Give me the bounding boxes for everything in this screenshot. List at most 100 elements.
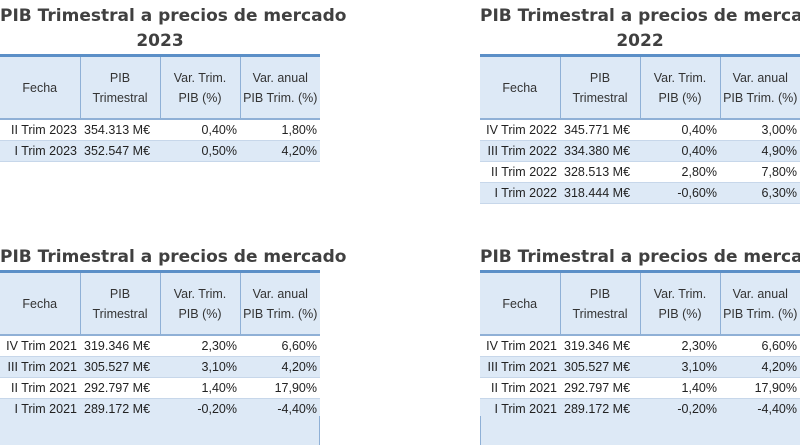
header-var-trim: Var. Trim. PIB (%)	[640, 273, 721, 336]
table-top-border	[480, 270, 800, 273]
cell-pib: 292.797 M€	[80, 377, 160, 399]
cell-var-anual: 7,80%	[720, 161, 800, 183]
table-title: PIB Trimestral a precios de mercado 2023	[0, 4, 347, 54]
gdp-table-2022: PIB Trimestral a precios de mercado 2022…	[480, 4, 800, 204]
table-left-edge	[480, 416, 481, 445]
table-title: PIB Trimestral a precios de mercado	[0, 245, 347, 270]
data-table: Fecha PIB Trimestral Var. Trim. PIB (%) …	[480, 57, 800, 204]
table-title-line: PIB Trimestral a precios de mercado	[0, 247, 347, 267]
header-var-trim: Var. Trim. PIB (%)	[160, 57, 241, 120]
cell-var-trim: 0,40%	[640, 140, 720, 162]
table-row: III Trim 2021 305.527 M€ 3,10% 4,20%	[0, 356, 320, 378]
cell-var-anual: 6,30%	[720, 182, 800, 204]
data-table: Fecha PIB Trimestral Var. Trim. PIB (%) …	[0, 57, 320, 162]
cell-var-trim: 0,40%	[640, 119, 720, 141]
gdp-table-2021-left: PIB Trimestral a precios de mercado Fech…	[0, 245, 347, 420]
table-row: IV Trim 2021 319.346 M€ 2,30% 6,60%	[0, 335, 320, 357]
cell-fecha: II Trim 2023	[0, 119, 80, 141]
table-title: PIB Trimestral a precios de mercado	[480, 245, 800, 270]
cell-var-trim: 1,40%	[160, 377, 240, 399]
header-fecha: Fecha	[480, 57, 561, 120]
header-fecha: Fecha	[0, 273, 81, 336]
header-pib: PIB Trimestral	[80, 57, 161, 120]
cell-var-trim: 1,40%	[640, 377, 720, 399]
cell-pib: 289.172 M€	[560, 398, 640, 420]
cell-fecha: I Trim 2021	[0, 398, 80, 420]
data-table: Fecha PIB Trimestral Var. Trim. PIB (%) …	[0, 273, 320, 420]
table-title: PIB Trimestral a precios de mercado 2022	[480, 4, 800, 54]
table-year: 2022	[616, 31, 664, 51]
cell-var-anual: 17,90%	[720, 377, 800, 399]
data-table: Fecha PIB Trimestral Var. Trim. PIB (%) …	[480, 273, 800, 420]
table-empty-area	[480, 416, 800, 445]
cell-var-trim: 0,40%	[160, 119, 240, 141]
gdp-table-2023: PIB Trimestral a precios de mercado 2023…	[0, 4, 347, 162]
cell-fecha: IV Trim 2021	[480, 335, 560, 357]
table-top-border	[0, 270, 320, 273]
cell-fecha: IV Trim 2022	[480, 119, 560, 141]
cell-var-anual: 4,90%	[720, 140, 800, 162]
cell-var-anual: 6,60%	[240, 335, 320, 357]
gdp-table-2021-right: PIB Trimestral a precios de mercado Fech…	[480, 245, 800, 420]
cell-fecha: III Trim 2021	[0, 356, 80, 378]
header-fecha: Fecha	[480, 273, 561, 336]
table-title-line: PIB Trimestral a precios de mercado	[480, 6, 800, 26]
cell-pib: 318.444 M€	[560, 182, 640, 204]
cell-fecha: II Trim 2021	[480, 377, 560, 399]
cell-var-anual: 4,20%	[240, 140, 320, 162]
table-row: II Trim 2021 292.797 M€ 1,40% 17,90%	[480, 377, 800, 399]
cell-var-trim: -0,60%	[640, 182, 720, 204]
header-var-trim: Var. Trim. PIB (%)	[160, 273, 241, 336]
cell-pib: 319.346 M€	[560, 335, 640, 357]
cell-fecha: III Trim 2022	[480, 140, 560, 162]
header-var-anual: Var. anual PIB Trim. (%)	[720, 57, 800, 120]
cell-fecha: II Trim 2022	[480, 161, 560, 183]
cell-pib: 334.380 M€	[560, 140, 640, 162]
header-pib: PIB Trimestral	[80, 273, 161, 336]
cell-var-anual: -4,40%	[240, 398, 320, 420]
table-row: I Trim 2023 352.547 M€ 0,50% 4,20%	[0, 140, 320, 162]
table-row: IV Trim 2022 345.771 M€ 0,40% 3,00%	[480, 119, 800, 141]
table-title-line: PIB Trimestral a precios de mercado	[0, 6, 347, 26]
cell-fecha: I Trim 2022	[480, 182, 560, 204]
cell-pib: 292.797 M€	[560, 377, 640, 399]
cell-pib: 354.313 M€	[80, 119, 160, 141]
header-row: Fecha PIB Trimestral Var. Trim. PIB (%) …	[480, 57, 800, 120]
cell-pib: 328.513 M€	[560, 161, 640, 183]
table-empty-area	[0, 416, 320, 445]
table-row: III Trim 2021 305.527 M€ 3,10% 4,20%	[480, 356, 800, 378]
table-top-border	[480, 54, 800, 57]
header-var-anual: Var. anual PIB Trim. (%)	[240, 273, 320, 336]
table-row: I Trim 2022 318.444 M€ -0,60% 6,30%	[480, 182, 800, 204]
table-right-edge	[319, 416, 320, 445]
cell-var-anual: 17,90%	[240, 377, 320, 399]
header-fecha: Fecha	[0, 57, 81, 120]
cell-var-anual: 6,60%	[720, 335, 800, 357]
cell-fecha: II Trim 2021	[0, 377, 80, 399]
cell-fecha: I Trim 2023	[0, 140, 80, 162]
cell-var-anual: 4,20%	[720, 356, 800, 378]
cell-var-trim: 0,50%	[160, 140, 240, 162]
table-row: II Trim 2023 354.313 M€ 0,40% 1,80%	[0, 119, 320, 141]
cell-pib: 305.527 M€	[560, 356, 640, 378]
header-var-anual: Var. anual PIB Trim. (%)	[240, 57, 320, 120]
table-row: III Trim 2022 334.380 M€ 0,40% 4,90%	[480, 140, 800, 162]
cell-var-trim: 2,30%	[160, 335, 240, 357]
cell-fecha: III Trim 2021	[480, 356, 560, 378]
cell-var-trim: 2,30%	[640, 335, 720, 357]
table-row: II Trim 2021 292.797 M€ 1,40% 17,90%	[0, 377, 320, 399]
header-row: Fecha PIB Trimestral Var. Trim. PIB (%) …	[0, 57, 320, 120]
cell-pib: 289.172 M€	[80, 398, 160, 420]
cell-var-trim: 3,10%	[640, 356, 720, 378]
cell-pib: 352.547 M€	[80, 140, 160, 162]
header-row: Fecha PIB Trimestral Var. Trim. PIB (%) …	[480, 273, 800, 336]
header-pib: PIB Trimestral	[560, 273, 641, 336]
cell-var-anual: 4,20%	[240, 356, 320, 378]
cell-var-anual: 1,80%	[240, 119, 320, 141]
cell-var-anual: 3,00%	[720, 119, 800, 141]
table-top-border	[0, 54, 320, 57]
cell-var-trim: 3,10%	[160, 356, 240, 378]
cell-var-trim: 2,80%	[640, 161, 720, 183]
header-row: Fecha PIB Trimestral Var. Trim. PIB (%) …	[0, 273, 320, 336]
table-row: II Trim 2022 328.513 M€ 2,80% 7,80%	[480, 161, 800, 183]
